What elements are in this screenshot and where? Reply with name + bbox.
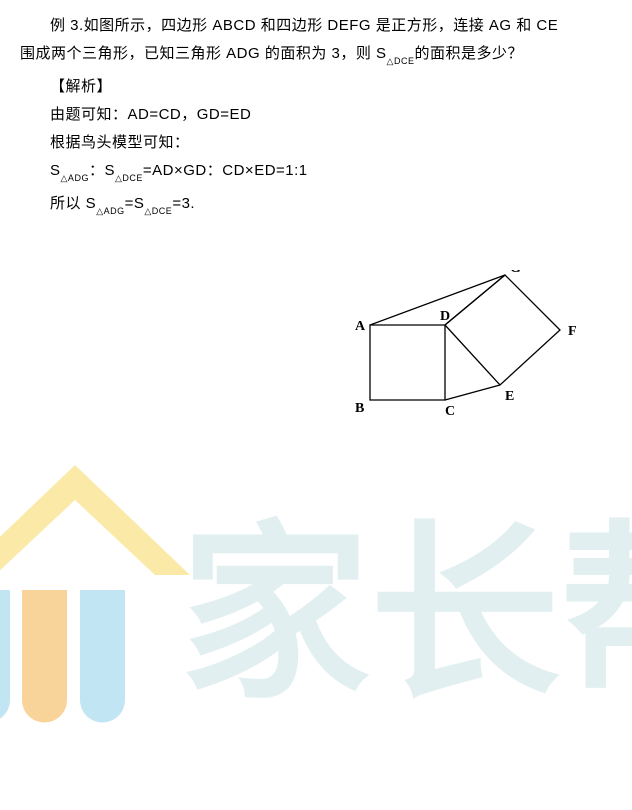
line-ag	[370, 275, 505, 325]
s3a: S	[50, 162, 61, 179]
solution-step4: 所以 S△ADG=S△DCE=3.	[20, 190, 612, 223]
solution-step2: 根据鸟头模型可知：	[20, 129, 612, 157]
s3s2: △DCE	[115, 173, 143, 183]
watermark: 家长帮	[0, 430, 632, 810]
s4a: 所以 S	[50, 195, 96, 212]
solution-step3: S△ADG：S△DCE=AD×GD：CD×ED=1:1	[20, 157, 612, 190]
s3b: ：S	[89, 162, 115, 179]
problem-line2-sub: △DCE	[387, 56, 415, 66]
watermark-logo	[0, 465, 190, 723]
problem-line2-tail: 的面积是多少？	[414, 45, 523, 62]
s4c: =3.	[172, 195, 195, 212]
watermark-text: 家长帮	[180, 509, 632, 721]
square-abcd	[370, 325, 445, 400]
label-g: G	[510, 270, 521, 276]
s4s2: △DCE	[144, 206, 172, 216]
label-d: D	[440, 309, 450, 324]
label-c: C	[445, 404, 455, 419]
problem-line2-text: 围成两个三角形，已知三角形 ADG 的面积为 3，则 S	[20, 45, 387, 62]
label-b: B	[355, 401, 364, 416]
line-dg	[445, 275, 505, 325]
problem-line2: 围成两个三角形，已知三角形 ADG 的面积为 3，则 S△DCE的面积是多少？	[20, 40, 612, 73]
s4b: =S	[125, 195, 145, 212]
problem-line1: 例 3.如图所示，四边形 ABCD 和四边形 DEFG 是正方形，连接 AG 和…	[20, 12, 612, 40]
label-a: A	[355, 319, 366, 334]
solution-header: 【解析】	[20, 73, 612, 101]
document-content: 例 3.如图所示，四边形 ABCD 和四边形 DEFG 是正方形，连接 AG 和…	[0, 0, 632, 233]
s4s1: △ADG	[96, 206, 124, 216]
solution-step1: 由题可知：AD=CD，GD=ED	[20, 101, 612, 129]
line-ce	[445, 385, 500, 400]
s3s1: △ADG	[61, 173, 89, 183]
s3c: =AD×GD：CD×ED=1:1	[143, 162, 308, 179]
label-e: E	[505, 389, 514, 404]
geometry-diagram: A B C D E F G	[340, 270, 600, 430]
label-f: F	[568, 324, 577, 339]
